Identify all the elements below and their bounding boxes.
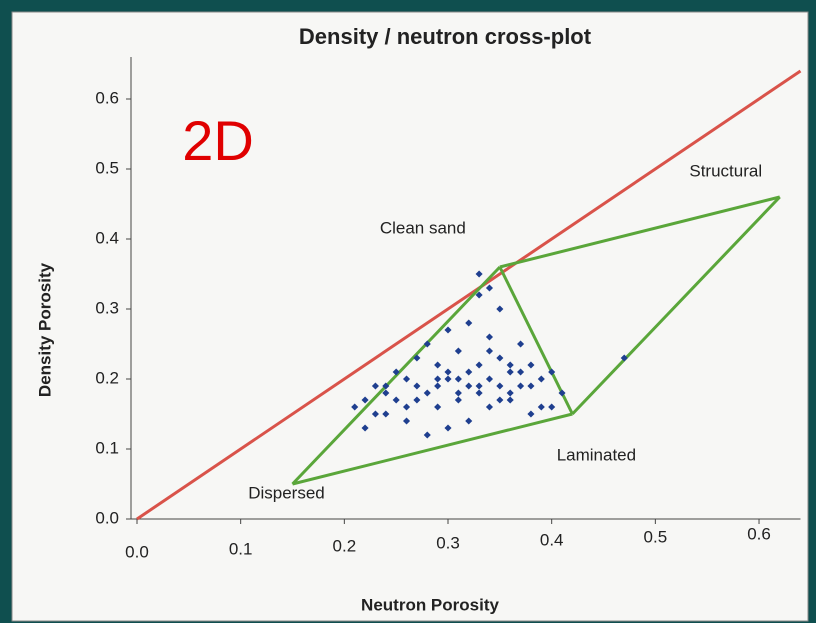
data-point: [548, 403, 556, 411]
data-point: [371, 382, 379, 390]
data-point: [517, 382, 525, 390]
data-point: [361, 424, 369, 432]
data-point: [506, 389, 514, 397]
data-point: [475, 270, 483, 278]
data-point: [506, 368, 514, 376]
data-point: [403, 403, 411, 411]
x-tick-label: 0.0: [125, 542, 149, 561]
endmember-edge: [499, 195, 781, 269]
data-point: [558, 389, 566, 397]
endmember-edge: [498, 266, 574, 415]
data-point: [413, 382, 421, 390]
chart-title: Density / neutron cross-plot: [299, 24, 592, 49]
x-tick-label: 0.1: [229, 539, 253, 558]
data-point: [485, 375, 494, 383]
data-point: [465, 417, 473, 425]
y-axis-label: Density Porosity: [35, 262, 54, 397]
data-point: [506, 396, 514, 404]
data-point: [496, 354, 504, 362]
data-point: [475, 361, 483, 369]
data-point: [527, 410, 535, 418]
data-point: [423, 340, 431, 348]
data-point: [392, 396, 400, 404]
data-point: [382, 382, 390, 390]
data-point: [444, 375, 452, 383]
data-point: [454, 389, 462, 397]
data-point: [403, 375, 411, 383]
data-point: [403, 417, 411, 425]
data-point: [537, 375, 545, 383]
data-point: [527, 361, 535, 369]
data-point: [423, 431, 431, 439]
data-point: [496, 396, 504, 404]
data-point: [361, 396, 369, 404]
data-point: [465, 319, 473, 327]
annotation: 2D: [182, 109, 254, 172]
data-point: [444, 368, 452, 376]
y-tick-label: 0.3: [95, 298, 119, 317]
data-point: [475, 291, 483, 299]
x-tick-label: 0.2: [333, 536, 357, 555]
data-point: [465, 382, 473, 390]
y-tick-label: 0.5: [95, 158, 119, 177]
data-point: [475, 382, 483, 390]
x-tick-label: 0.4: [540, 530, 564, 549]
x-tick-label: 0.3: [436, 533, 460, 552]
data-point: [413, 354, 421, 362]
data-point: [485, 333, 494, 341]
data-point: [444, 424, 452, 432]
data-point: [434, 361, 442, 369]
data-point: [434, 403, 442, 411]
y-tick-label: 0.0: [95, 508, 119, 527]
data-point: [517, 340, 525, 348]
data-point: [496, 382, 504, 390]
data-point: [454, 347, 462, 355]
data-point: [527, 382, 535, 390]
data-point: [620, 354, 628, 362]
data-point: [465, 368, 473, 376]
data-point: [434, 375, 442, 383]
endmember-edge: [571, 195, 781, 416]
data-point: [485, 403, 494, 411]
reference-line: [136, 69, 802, 521]
data-point: [413, 396, 421, 404]
data-point: [454, 375, 462, 383]
data-point: [434, 382, 442, 390]
data-point: [351, 403, 359, 411]
y-tick-label: 0.2: [95, 368, 119, 387]
y-tick-label: 0.6: [95, 88, 119, 107]
y-tick-label: 0.4: [95, 228, 119, 247]
data-point: [548, 368, 556, 376]
data-point: [506, 361, 514, 369]
x-axis-label: Neutron Porosity: [361, 595, 499, 614]
endmember-label: Clean sand: [380, 218, 466, 237]
data-point: [444, 326, 452, 334]
endmember-label: Laminated: [557, 445, 636, 464]
data-point: [454, 396, 462, 404]
data-point: [517, 368, 525, 376]
data-point: [537, 403, 545, 411]
x-tick-label: 0.6: [747, 524, 771, 543]
data-point: [475, 389, 483, 397]
endmember-label: Structural: [689, 161, 762, 180]
data-point: [382, 410, 390, 418]
data-point: [392, 368, 400, 376]
data-point: [423, 389, 431, 397]
endmember-edge: [292, 412, 573, 486]
y-tick-label: 0.1: [95, 438, 119, 457]
data-point: [485, 284, 494, 292]
data-point: [371, 410, 379, 418]
x-tick-label: 0.5: [644, 527, 668, 546]
data-point: [496, 305, 504, 313]
data-point: [382, 389, 390, 397]
data-point: [485, 347, 494, 355]
endmember-label: Dispersed: [248, 483, 325, 502]
